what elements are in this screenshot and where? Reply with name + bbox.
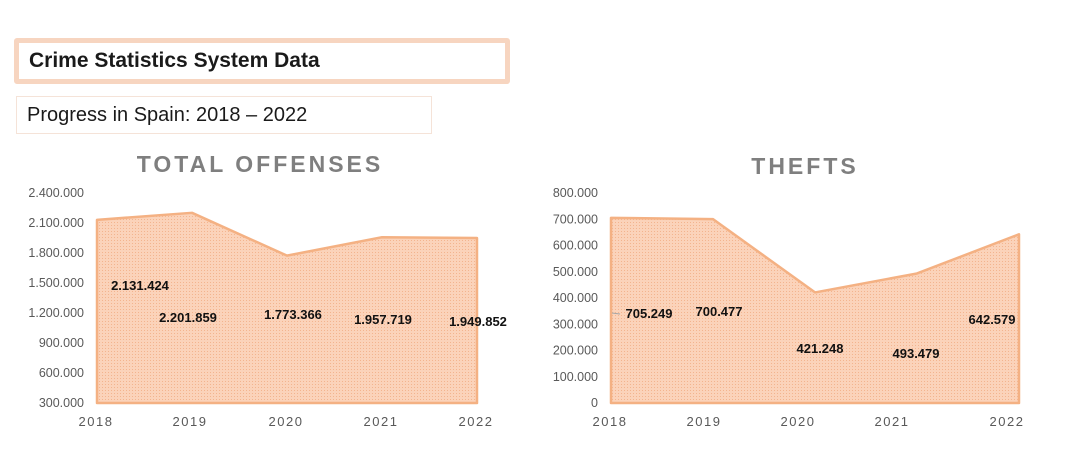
y-tick-label: 600.000	[553, 239, 598, 253]
data-label: 700.477	[696, 304, 743, 319]
data-label: 1.957.719	[354, 312, 412, 327]
y-tick-label: 400.000	[553, 291, 598, 305]
y-tick-label: 0	[591, 396, 598, 410]
y-tick-label: 500.000	[553, 265, 598, 279]
page-title: Crime Statistics System Data	[29, 49, 320, 72]
chart-title: TOTAL OFFENSES	[137, 151, 383, 177]
chart-title: THEFTS	[751, 153, 858, 179]
y-tick-label: 300.000	[553, 317, 598, 331]
data-label: 705.249	[626, 306, 673, 321]
y-tick-label: 1.200.000	[28, 306, 84, 320]
y-tick-label: 300.000	[39, 396, 84, 410]
x-tick-label: 2021	[364, 414, 399, 429]
y-tick-label: 200.000	[553, 344, 598, 358]
x-tick-label: 2020	[269, 414, 304, 429]
y-tick-label: 100.000	[553, 370, 598, 384]
y-tick-label: 2.100.000	[28, 216, 84, 230]
y-tick-label: 900.000	[39, 336, 84, 350]
area-series	[609, 216, 1021, 405]
leader-line	[611, 312, 621, 315]
area-series	[95, 211, 479, 405]
data-label: 1.949.852	[449, 314, 507, 329]
x-tick-label: 2021	[875, 414, 910, 429]
x-tick-label: 2019	[687, 414, 722, 429]
y-tick-label: 1.800.000	[28, 246, 84, 260]
x-tick-label: 2018	[593, 414, 628, 429]
x-tick-label: 2022	[459, 414, 494, 429]
x-tick-label: 2020	[781, 414, 816, 429]
data-label: 2.201.859	[159, 310, 217, 325]
data-label: 1.773.366	[264, 307, 322, 322]
y-tick-label: 600.000	[39, 366, 84, 380]
x-tick-label: 2022	[990, 414, 1025, 429]
title-box: Crime Statistics System Data	[14, 38, 510, 84]
subtitle-box: Progress in Spain: 2018 – 2022	[16, 96, 432, 134]
page-subtitle: Progress in Spain: 2018 – 2022	[27, 104, 308, 126]
data-label: 421.248	[797, 341, 844, 356]
y-tick-label: 700.000	[553, 212, 598, 226]
data-label: 642.579	[969, 312, 1016, 327]
data-label: 2.131.424	[111, 278, 170, 293]
x-tick-label: 2018	[79, 414, 114, 429]
y-tick-label: 800.000	[553, 186, 598, 200]
y-tick-label: 1.500.000	[28, 276, 84, 290]
y-tick-label: 2.400.000	[28, 186, 84, 200]
x-tick-label: 2019	[173, 414, 208, 429]
data-label: 493.479	[893, 346, 940, 361]
